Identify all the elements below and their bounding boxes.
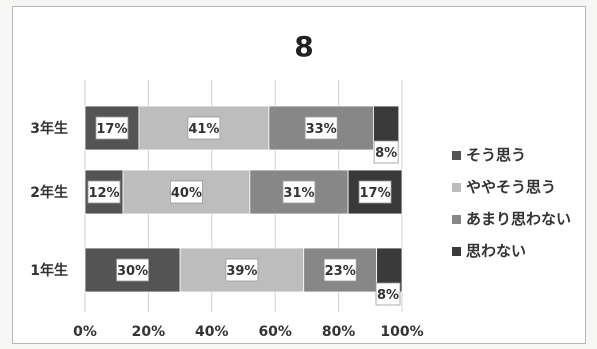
data-label: 31% [283, 186, 314, 201]
category-label: 2年生 [30, 184, 68, 201]
axis-labels: 0% 20% 40% 60% 80% 100% 3年生 2年生 1年生 [30, 120, 423, 340]
data-label-box [304, 116, 338, 140]
chart-title: 8 [294, 30, 313, 63]
legend-label: あまり思わない [466, 210, 571, 228]
legend-label: 思わない [466, 242, 526, 260]
data-label: 39% [226, 264, 257, 279]
data-label: 33% [306, 122, 337, 137]
x-tick-label: 100% [380, 324, 423, 340]
legend-swatch [452, 215, 461, 224]
data-label: 23% [325, 264, 356, 279]
category-label: 3年生 [30, 120, 68, 137]
legend-swatch [452, 183, 461, 192]
x-tick-label: 40% [195, 324, 229, 340]
x-tick-label: 80% [322, 324, 356, 340]
data-label-box [170, 180, 203, 204]
data-label: 12% [88, 186, 119, 201]
category-label: 1年生 [30, 262, 68, 279]
legend-swatch [452, 247, 461, 256]
data-label-box [87, 180, 121, 204]
data-label: 8% [375, 146, 397, 161]
data-label-box [323, 258, 357, 282]
legend-swatch [452, 151, 461, 160]
legend-label: ややそう思う [466, 178, 556, 196]
x-tick-label: 20% [132, 324, 166, 340]
data-label: 30% [117, 264, 148, 279]
data-label-box [187, 116, 221, 140]
data-label: 41% [188, 122, 219, 137]
data-label-box [116, 258, 149, 282]
data-labels: 17% 41% 33% 8% 12% 40% 31% 17% 30% 39% 23% 8% [87, 116, 401, 306]
data-label-box [225, 258, 259, 282]
data-label-box [358, 180, 392, 204]
data-label: 17% [359, 186, 390, 201]
x-tick-label: 0% [73, 324, 97, 340]
data-label-box [95, 116, 129, 140]
legend-label: そう思う [466, 146, 526, 164]
data-label: 17% [96, 122, 127, 137]
data-label-box [375, 282, 401, 306]
data-label-box [373, 140, 399, 164]
data-label: 40% [171, 186, 202, 201]
x-tick-label: 60% [258, 324, 292, 340]
data-label: 8% [377, 288, 399, 303]
data-label-box [282, 180, 316, 204]
